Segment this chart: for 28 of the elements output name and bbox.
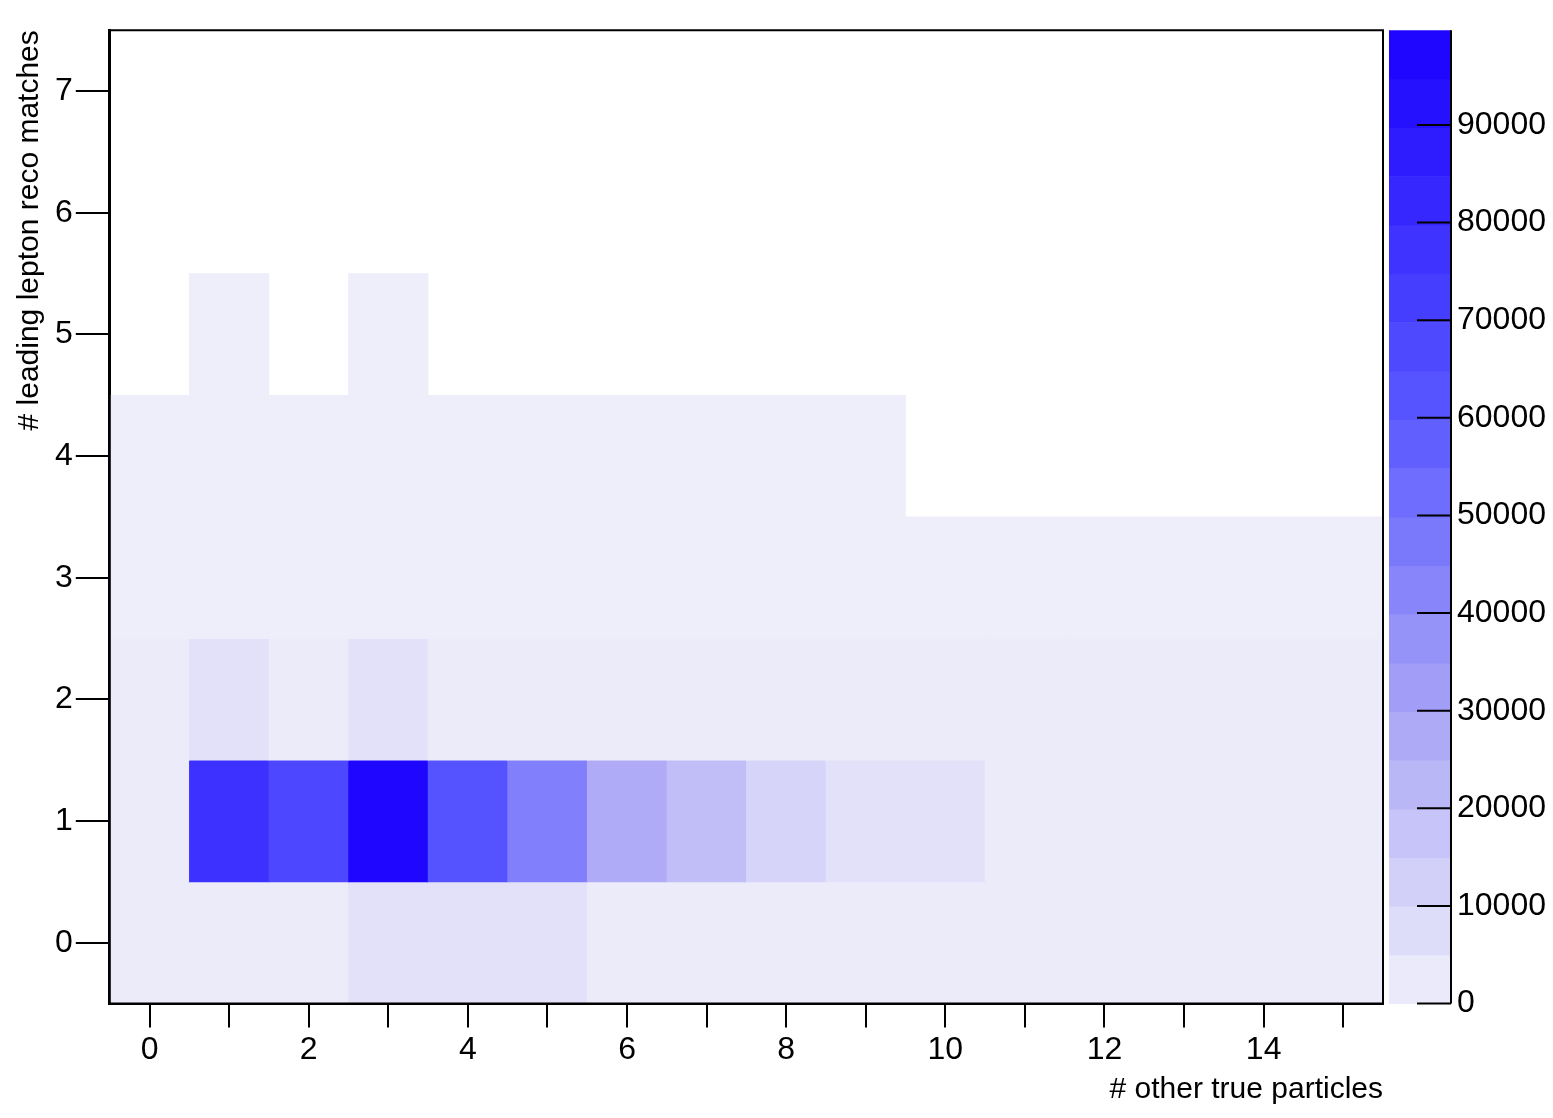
y-tick-label: 3: [55, 557, 73, 594]
x-tick-label: 14: [1245, 1029, 1282, 1066]
y-tick-label: 4: [55, 435, 73, 472]
y-tick-label: 6: [55, 192, 73, 229]
color-bar-label: 50000: [1457, 495, 1546, 532]
color-bar-label: 40000: [1457, 592, 1546, 629]
y-axis-title: # leading lepton reco matches: [11, 30, 45, 431]
color-bar-label: 0: [1457, 983, 1475, 1020]
y-tick-label: 0: [55, 922, 73, 959]
color-bar-label: 60000: [1457, 397, 1546, 434]
y-tick-label: 2: [55, 679, 73, 716]
x-tick-label: 8: [777, 1029, 796, 1066]
color-bar-label: 80000: [1457, 202, 1546, 239]
color-bar-label: 70000: [1457, 300, 1546, 336]
y-tick-label: 1: [55, 800, 73, 837]
x-axis-title: # other true particles: [1109, 1071, 1383, 1105]
color-bar-label: 20000: [1457, 788, 1546, 825]
x-tick-label: 4: [458, 1029, 477, 1066]
color-bar-label: 10000: [1457, 885, 1546, 922]
color-bar-label: 30000: [1457, 690, 1546, 727]
color-bar-label: 90000: [1457, 104, 1546, 141]
x-tick-label: 10: [927, 1029, 964, 1066]
x-tick-label: 0: [140, 1029, 159, 1066]
y-tick-label: 7: [55, 70, 73, 107]
x-tick-label: 12: [1086, 1029, 1123, 1066]
x-tick-label: 2: [299, 1029, 318, 1066]
x-tick-label: 6: [618, 1029, 636, 1066]
y-tick-label: 5: [55, 314, 73, 351]
